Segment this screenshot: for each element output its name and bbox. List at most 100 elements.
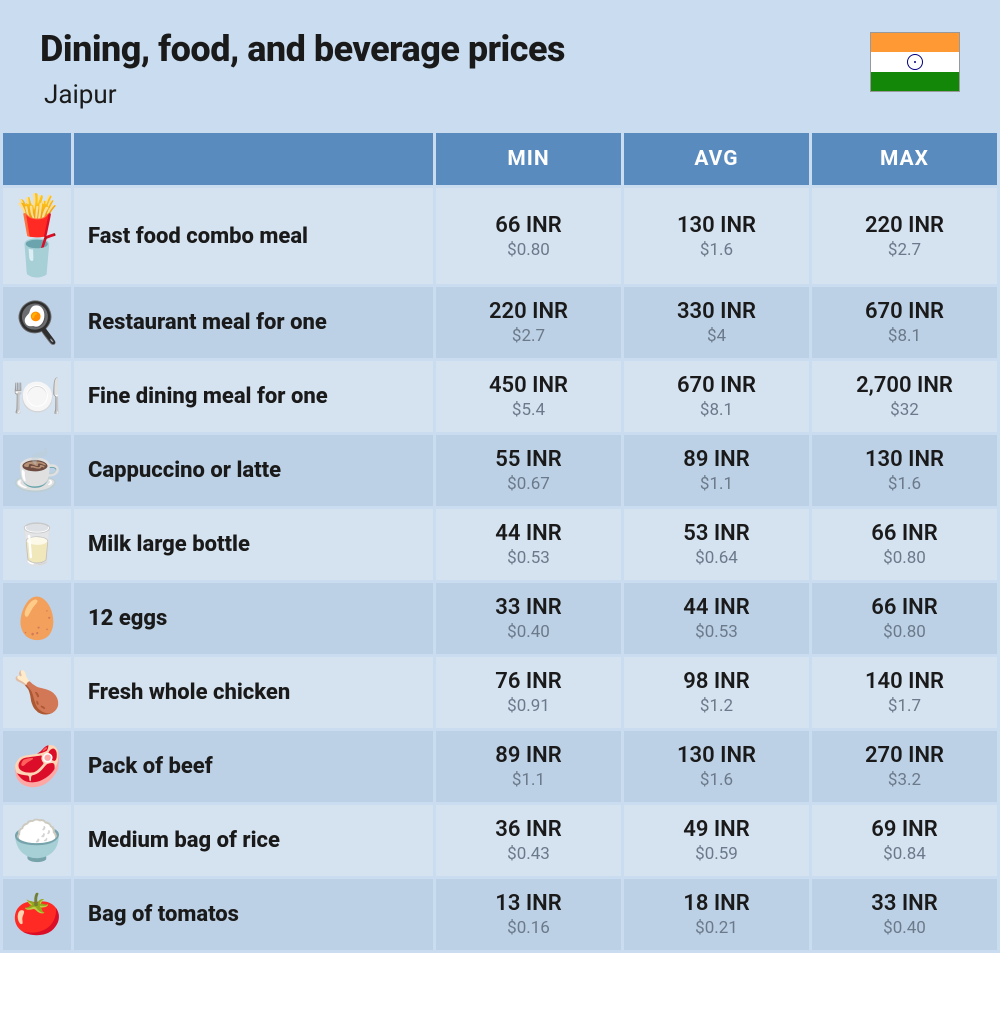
price-max: 66 INR$0.80 [812, 583, 997, 654]
fast-food-icon: 🍟🥤 [3, 188, 71, 284]
table-row: ☕Cappuccino or latte55 INR$0.6789 INR$1.… [3, 435, 997, 506]
milk-icon: 🥛 [3, 509, 71, 580]
price-avg: 130 INR$1.6 [624, 188, 809, 284]
price-usd: $0.40 [822, 918, 987, 938]
item-name: Restaurant meal for one [74, 287, 433, 358]
table-row: 🍟🥤Fast food combo meal66 INR$0.80130 INR… [3, 188, 997, 284]
price-min: 55 INR$0.67 [436, 435, 621, 506]
price-inr: 450 INR [446, 373, 611, 398]
price-min: 13 INR$0.16 [436, 879, 621, 950]
price-inr: 49 INR [634, 817, 799, 842]
price-max: 66 INR$0.80 [812, 509, 997, 580]
item-name: Pack of beef [74, 731, 433, 802]
price-max: 33 INR$0.40 [812, 879, 997, 950]
item-name: Milk large bottle [74, 509, 433, 580]
price-usd: $8.1 [634, 400, 799, 420]
page-title: Dining, food, and beverage prices [40, 28, 870, 70]
price-usd: $0.53 [446, 548, 611, 568]
item-name: Cappuccino or latte [74, 435, 433, 506]
restaurant-meal-icon: 🍳 [3, 287, 71, 358]
eggs-icon: 🥚 [3, 583, 71, 654]
price-inr: 44 INR [446, 521, 611, 546]
price-min: 33 INR$0.40 [436, 583, 621, 654]
price-inr: 270 INR [822, 743, 987, 768]
header-max-col: MAX [812, 133, 997, 185]
item-name: Medium bag of rice [74, 805, 433, 876]
price-usd: $4 [634, 326, 799, 346]
price-inr: 44 INR [634, 595, 799, 620]
price-max: 2,700 INR$32 [812, 361, 997, 432]
price-inr: 2,700 INR [822, 373, 987, 398]
price-usd: $0.53 [634, 622, 799, 642]
price-table-container: Dining, food, and beverage prices Jaipur… [0, 0, 1000, 953]
item-name: Fine dining meal for one [74, 361, 433, 432]
price-usd: $1.6 [822, 474, 987, 494]
price-max: 670 INR$8.1 [812, 287, 997, 358]
price-avg: 53 INR$0.64 [624, 509, 809, 580]
price-avg: 670 INR$8.1 [624, 361, 809, 432]
price-usd: $0.80 [822, 548, 987, 568]
price-avg: 98 INR$1.2 [624, 657, 809, 728]
price-usd: $32 [822, 400, 987, 420]
price-min: 450 INR$5.4 [436, 361, 621, 432]
item-name: Fast food combo meal [74, 188, 433, 284]
price-inr: 130 INR [634, 213, 799, 238]
price-inr: 55 INR [446, 447, 611, 472]
header-name-col [74, 133, 433, 185]
price-inr: 53 INR [634, 521, 799, 546]
price-inr: 69 INR [822, 817, 987, 842]
price-usd: $1.7 [822, 696, 987, 716]
tomato-icon: 🍅 [3, 879, 71, 950]
price-usd: $0.84 [822, 844, 987, 864]
price-inr: 33 INR [446, 595, 611, 620]
table-row: 🥚12 eggs33 INR$0.4044 INR$0.5366 INR$0.8… [3, 583, 997, 654]
price-avg: 130 INR$1.6 [624, 731, 809, 802]
price-usd: $0.80 [822, 622, 987, 642]
rice-icon: 🍚 [3, 805, 71, 876]
table-row: 🍽️Fine dining meal for one450 INR$5.4670… [3, 361, 997, 432]
price-inr: 98 INR [634, 669, 799, 694]
price-usd: $1.6 [634, 240, 799, 260]
price-table: MIN AVG MAX 🍟🥤Fast food combo meal 66 INR… [0, 130, 1000, 953]
header-icon-col [3, 133, 71, 185]
price-usd: $0.64 [634, 548, 799, 568]
price-usd: $0.91 [446, 696, 611, 716]
header-min-col: MIN [436, 133, 621, 185]
price-inr: 33 INR [822, 891, 987, 916]
price-inr: 670 INR [822, 299, 987, 324]
header-text: Dining, food, and beverage prices Jaipur [40, 28, 870, 110]
price-min: 76 INR$0.91 [436, 657, 621, 728]
item-name: 12 eggs [74, 583, 433, 654]
price-max: 220 INR$2.7 [812, 188, 997, 284]
price-inr: 13 INR [446, 891, 611, 916]
price-usd: $1.1 [446, 770, 611, 790]
price-usd: $0.80 [446, 240, 611, 260]
price-usd: $0.43 [446, 844, 611, 864]
table-row: 🍚Medium bag of rice36 INR$0.4349 INR$0.5… [3, 805, 997, 876]
price-min: 220 INR$2.7 [436, 287, 621, 358]
price-usd: $0.16 [446, 918, 611, 938]
price-max: 270 INR$3.2 [812, 731, 997, 802]
price-usd: $5.4 [446, 400, 611, 420]
price-inr: 36 INR [446, 817, 611, 842]
price-avg: 89 INR$1.1 [624, 435, 809, 506]
price-inr: 670 INR [634, 373, 799, 398]
table-row: 🍳Restaurant meal for one220 INR$2.7330 I… [3, 287, 997, 358]
beef-icon: 🥩 [3, 731, 71, 802]
price-min: 44 INR$0.53 [436, 509, 621, 580]
price-inr: 76 INR [446, 669, 611, 694]
price-avg: 44 INR$0.53 [624, 583, 809, 654]
price-max: 69 INR$0.84 [812, 805, 997, 876]
price-inr: 220 INR [446, 299, 611, 324]
fine-dining-icon: 🍽️ [3, 361, 71, 432]
price-min: 89 INR$1.1 [436, 731, 621, 802]
header-avg-col: AVG [624, 133, 809, 185]
price-usd: $1.2 [634, 696, 799, 716]
item-name: Fresh whole chicken [74, 657, 433, 728]
price-inr: 140 INR [822, 669, 987, 694]
price-inr: 89 INR [634, 447, 799, 472]
price-usd: $2.7 [822, 240, 987, 260]
price-max: 130 INR$1.6 [812, 435, 997, 506]
price-inr: 66 INR [822, 521, 987, 546]
price-usd: $0.67 [446, 474, 611, 494]
